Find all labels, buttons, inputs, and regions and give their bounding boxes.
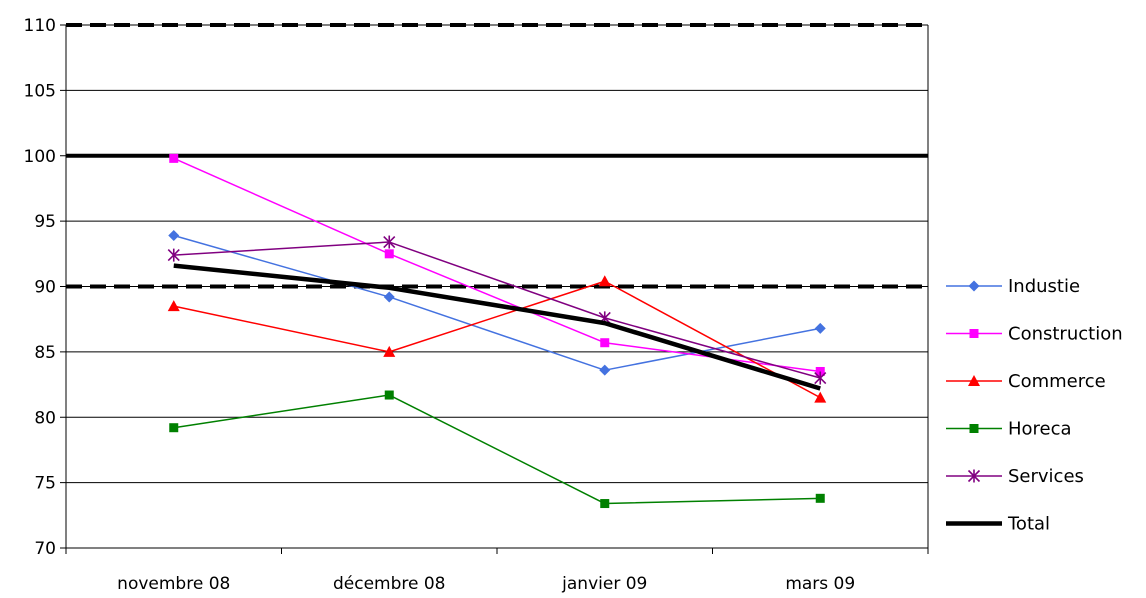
data-point-industie-0 [168,230,180,242]
data-point-horeca-1 [384,390,394,400]
y-tick-label-95: 95 [34,212,56,232]
legend-marker-construction [969,329,979,338]
legend-label-construction: Construction [1008,324,1123,345]
x-tick-label-2: janvier 09 [561,574,647,594]
x-tick-label-0: novembre 08 [117,574,230,594]
data-point-commerce-2 [598,275,611,287]
axes [60,24,929,554]
x-tick-label-1: décembre 08 [333,574,446,594]
series-line-services [173,241,821,379]
data-point-construction-0 [169,153,179,163]
x-tick-labels: novembre 08 décembre 08 janvier 09 mars 09 [117,574,855,594]
y-tick-label-100: 100 [24,147,56,167]
y-tick-label-85: 85 [34,343,56,363]
data-point-horeca-3 [815,493,825,503]
data-point-commerce-3 [814,391,827,403]
data-point-commerce-0 [167,300,180,312]
data-point-commerce-1 [383,345,396,357]
reference-lines [66,23,928,289]
data-point-construction-3 [815,366,825,376]
legend-label-horeca: Horeca [1008,419,1072,440]
data-point-services-1 [383,235,396,249]
legend-item-commerce: Commerce [946,371,1106,392]
data-point-services-3 [814,371,827,385]
legend-label-total: Total [1007,514,1050,535]
x-tick-label-3: mars 09 [785,574,855,594]
legend: Industie Construction Commerce Horeca Servic… [946,276,1123,535]
series-group [167,153,827,509]
legend-marker-industie [968,280,980,292]
y-tick-label-80: 80 [34,408,56,428]
legend-label-industie: Industie [1008,276,1080,297]
series-line-commerce [173,280,821,399]
y-tick-label-110: 110 [24,16,56,36]
legend-item-construction: Construction [946,324,1123,345]
series-line-total [173,263,821,391]
legend-item-horeca: Horeca [946,419,1072,440]
series-line-industie [173,234,821,371]
y-tick-labels: 70 75 80 85 90 95 100 105 110 [24,16,56,559]
y-tick-label-75: 75 [34,474,56,494]
data-point-construction-2 [600,338,610,348]
data-point-services-0 [167,248,180,262]
legend-item-total: Total [946,514,1050,535]
legend-marker-services [967,469,981,483]
series-line-construction [173,157,821,373]
legend-marker-horeca [969,424,979,433]
data-point-industie-2 [599,364,611,376]
data-point-industie-3 [814,322,826,334]
y-tick-label-70: 70 [34,539,56,559]
data-point-horeca-0 [169,423,179,433]
data-point-construction-1 [384,249,394,259]
series-line-horeca [173,394,821,505]
legend-item-services: Services [946,466,1084,487]
y-tick-label-105: 105 [24,81,56,101]
y-tick-label-90: 90 [34,278,56,298]
legend-label-commerce: Commerce [1008,371,1106,392]
data-point-horeca-2 [600,499,610,509]
legend-item-industie: Industie [946,276,1080,297]
legend-label-services: Services [1008,466,1084,487]
data-point-industie-1 [383,291,395,303]
legend-marker-commerce [968,375,980,386]
